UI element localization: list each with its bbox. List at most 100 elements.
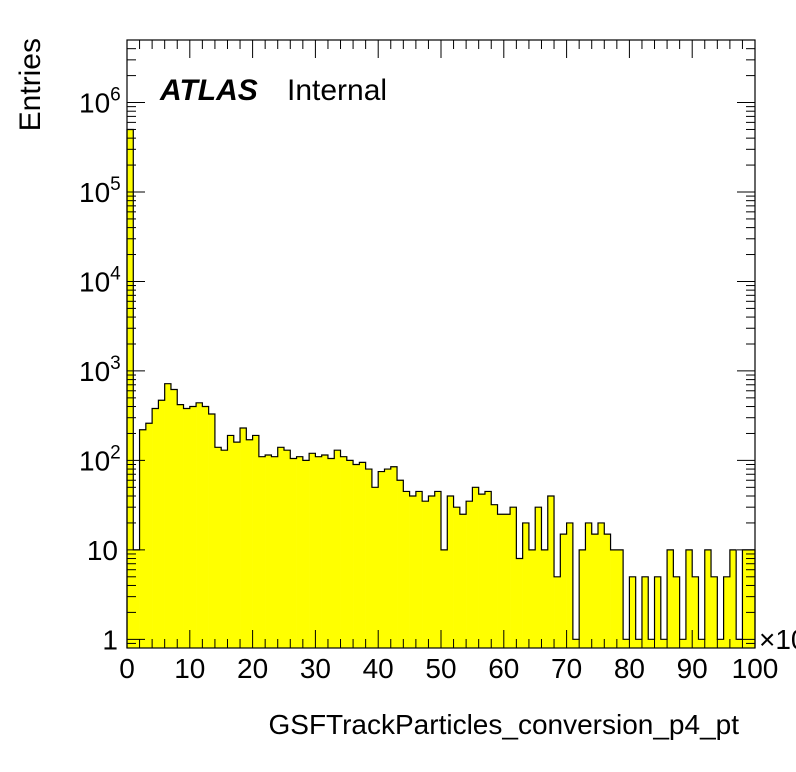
histogram-bar: [497, 514, 505, 648]
histogram-bar: [152, 408, 159, 648]
x-tick-labels: 0 10 20 30 40 50 60 70 80 90 100: [119, 653, 778, 684]
histogram-bar: [315, 456, 322, 648]
x-tick-label: 90: [677, 653, 708, 684]
histogram-bar: [522, 522, 530, 648]
histogram-bar: [422, 501, 429, 648]
histogram-bar: [654, 576, 662, 648]
histogram-bar: [516, 558, 523, 648]
histogram-bar: [554, 576, 561, 648]
histogram-bar: [327, 458, 335, 648]
histogram-bar: [252, 435, 260, 648]
histogram-bar: [629, 576, 636, 648]
histogram-bar: [503, 514, 511, 648]
histogram-bar: [635, 639, 643, 648]
histogram-bar: [227, 435, 235, 648]
histogram-bar: [729, 549, 737, 648]
histogram-bar: [428, 496, 436, 648]
histogram-bar: [711, 576, 718, 648]
histogram-bar: [158, 400, 165, 648]
histogram-bar: [359, 462, 366, 648]
histogram-bar: [447, 496, 454, 648]
histogram-bar: [704, 549, 712, 648]
brand-label: ATLAS: [159, 74, 258, 107]
x-tick-label: 50: [425, 653, 456, 684]
histogram-bar: [472, 487, 479, 648]
histogram-bar: [660, 639, 668, 648]
histogram-bar: [271, 456, 279, 648]
histogram-bar: [510, 507, 517, 648]
histogram-bar: [648, 639, 655, 648]
histogram-bar: [541, 549, 549, 648]
histogram-bar: [202, 406, 209, 648]
x-tick-label: 0: [119, 653, 135, 684]
histogram-bar: [491, 504, 498, 648]
histogram-bar: [403, 491, 410, 648]
histogram-bar: [547, 496, 555, 648]
histogram-bar: [591, 534, 599, 648]
y-tick-label: 1: [102, 624, 118, 655]
histogram-bar: [560, 534, 567, 648]
histogram-bar: [409, 496, 417, 648]
x-tick-label: 40: [363, 653, 394, 684]
histogram-bar: [309, 453, 316, 648]
histogram-bar: [397, 480, 404, 648]
histogram-bar: [566, 522, 574, 648]
histogram-bar: [321, 454, 329, 648]
histogram-bar: [598, 522, 605, 648]
histogram-bar: [390, 466, 398, 648]
histogram-bar: [572, 639, 580, 648]
x-tick-label: 60: [488, 653, 519, 684]
x-tick-label: 70: [551, 653, 582, 684]
y-tick-label: 10: [87, 535, 118, 566]
histogram-outline: [126, 128, 756, 648]
histogram-bar: [221, 450, 228, 648]
histogram-bar: [723, 576, 731, 648]
histogram-bar: [334, 450, 341, 648]
y-tick-label: 102: [79, 442, 121, 476]
histogram-bar: [441, 549, 448, 648]
y-tick-label: 105: [79, 174, 121, 208]
histogram-bar: [434, 491, 442, 648]
histogram-bar: [246, 439, 253, 648]
histogram-bar: [214, 447, 222, 648]
histogram-bar: [673, 576, 680, 648]
histogram-bar: [378, 471, 385, 648]
histogram-bar: [717, 639, 724, 648]
x-multiplier-label: ×10: [759, 624, 796, 655]
histogram-bar: [164, 383, 172, 648]
histogram-bar: [528, 549, 536, 648]
y-axis-title: Entries: [14, 38, 47, 131]
x-tick-label: 100: [732, 653, 779, 684]
histogram-bar: [258, 456, 266, 648]
histogram-bar: [170, 389, 178, 648]
histogram-bar: [415, 491, 423, 648]
y-tick-label: 103: [79, 353, 121, 387]
histogram-bar: [610, 549, 618, 648]
histogram-bar: [353, 464, 360, 648]
histogram-bar: [196, 402, 203, 648]
histogram-bar: [692, 576, 699, 648]
histogram-bar: [478, 494, 486, 648]
histogram-bar: [240, 428, 247, 648]
histogram-bar: [302, 460, 310, 648]
histogram-bar: [736, 639, 743, 648]
histogram-bars: [127, 129, 756, 649]
histogram-bar: [340, 456, 348, 648]
histogram-bar: [623, 639, 630, 648]
histogram-bar: [177, 404, 184, 648]
histogram-bar: [679, 639, 687, 648]
histogram-bar: [284, 450, 291, 648]
histogram-bar: [453, 507, 461, 648]
histogram-bar: [667, 549, 674, 648]
histogram-bar: [535, 507, 542, 648]
y-tick-labels: 1 10 102 103 104 105 106: [79, 85, 121, 656]
histogram-bar: [265, 454, 272, 648]
x-axis-title: GSFTrackParticles_conversion_p4_pt: [268, 709, 739, 740]
histogram-bar: [183, 408, 191, 648]
x-tick-label: 30: [300, 653, 331, 684]
histogram-bar: [346, 460, 354, 648]
y-tick-label: 106: [79, 85, 121, 119]
axis-ticks: [126, 39, 756, 649]
x-tick-label: 10: [174, 653, 205, 684]
histogram-bar: [604, 534, 611, 648]
